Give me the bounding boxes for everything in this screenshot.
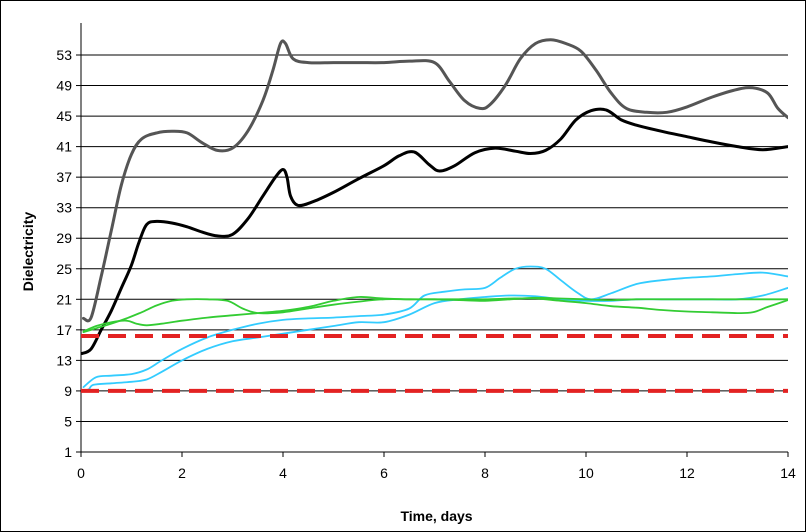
y-tick-label: 41 xyxy=(56,139,72,155)
y-tick-label: 49 xyxy=(56,78,72,94)
x-tick-label: 0 xyxy=(77,465,85,481)
x-tick-label: 4 xyxy=(279,465,287,481)
data-series-0 xyxy=(82,38,788,323)
y-tick-label: 5 xyxy=(64,413,72,429)
y-tick-label: 9 xyxy=(64,383,72,399)
y-tick-label: 1 xyxy=(64,444,72,460)
y-tick-label: 53 xyxy=(56,47,72,63)
x-tick-label: 6 xyxy=(380,465,388,481)
x-tick-label: 2 xyxy=(178,465,186,481)
y-tick-label: 45 xyxy=(56,108,72,124)
data-series-2 xyxy=(82,287,788,392)
y-tick-label: 17 xyxy=(56,322,72,338)
data-series-1 xyxy=(81,107,788,355)
y-axis-title: Dielectricity xyxy=(20,212,36,292)
data-series-3 xyxy=(82,265,788,388)
y-tick-label: 29 xyxy=(56,230,72,246)
x-tick-label: 12 xyxy=(679,465,695,481)
y-tick-label: 21 xyxy=(56,291,72,307)
y-tick-label: 33 xyxy=(56,200,72,216)
x-axis-title: Time, days xyxy=(400,508,472,524)
x-tick-label: 10 xyxy=(578,465,594,481)
data-series-5 xyxy=(82,296,788,333)
y-tick-label: 13 xyxy=(56,352,72,368)
y-tick-label: 25 xyxy=(56,261,72,277)
x-tick-label: 8 xyxy=(481,465,489,481)
y-tick-label: 37 xyxy=(56,169,72,185)
x-tick-label: 14 xyxy=(780,465,796,481)
